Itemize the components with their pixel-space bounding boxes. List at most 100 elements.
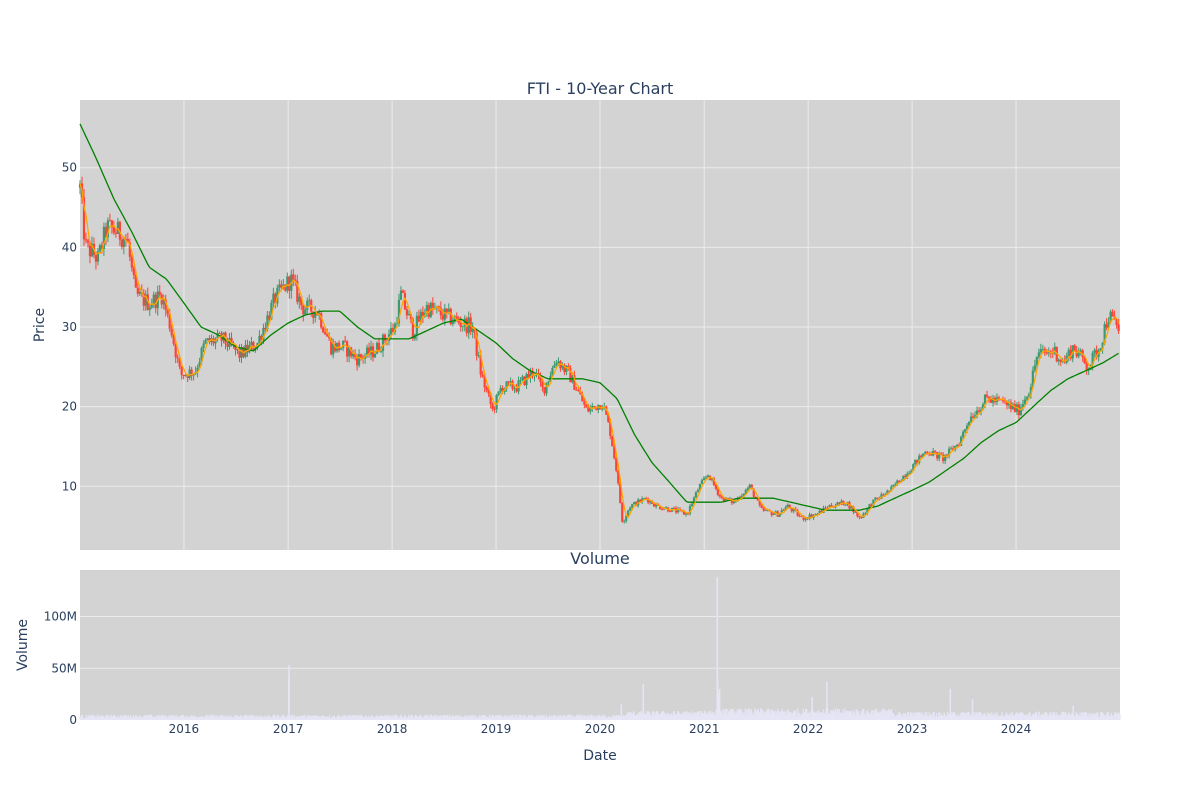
candle-body: [926, 451, 929, 454]
candle-body: [772, 513, 775, 516]
candle-body: [959, 436, 963, 446]
candle-body: [653, 503, 656, 507]
candle-body: [90, 243, 94, 257]
candle-body: [906, 473, 909, 477]
volume-bar: [853, 711, 856, 720]
volume-bar: [827, 708, 829, 720]
volume-bar: [1007, 714, 1009, 720]
candle-body: [874, 497, 877, 500]
candle-body: [762, 508, 765, 511]
volume-bar: [604, 715, 606, 720]
candle-body: [852, 506, 855, 513]
candle-body: [350, 347, 353, 357]
volume-bar: [1046, 713, 1048, 720]
volume-bar: [872, 709, 874, 720]
volume-bar: [515, 714, 517, 720]
volume-bar: [257, 716, 259, 720]
volume-bar: [331, 716, 333, 720]
candle-body: [922, 453, 925, 457]
candle-body: [395, 323, 399, 325]
volume-spike-bar: [1072, 705, 1075, 720]
candle-body: [505, 381, 508, 389]
candle-body: [451, 321, 454, 325]
candle-body: [497, 391, 500, 395]
volume-bar: [691, 711, 693, 720]
volume-bar: [183, 715, 185, 720]
volume-grid: [80, 616, 1120, 669]
candle-body: [1095, 349, 1098, 357]
x-tick-label: 2021: [689, 722, 720, 736]
candle-body: [840, 500, 843, 504]
volume-bar: [767, 708, 769, 720]
candle-body: [764, 510, 767, 511]
candle-body: [700, 480, 704, 485]
candle-body: [509, 381, 512, 383]
volume-bar: [905, 713, 907, 720]
volume-bar: [594, 715, 596, 720]
volume-bar: [808, 711, 811, 720]
volume-bar: [418, 715, 421, 720]
candle-body: [148, 307, 151, 310]
volume-bar: [835, 708, 837, 720]
candle-body: [870, 504, 873, 507]
volume-bar: [517, 714, 519, 720]
volume-bar: [396, 715, 398, 720]
candle-body: [457, 318, 460, 323]
candle-body: [924, 451, 927, 454]
candle-body: [660, 509, 664, 510]
candle-body: [916, 459, 919, 464]
volume-bar: [748, 708, 750, 720]
candle-body: [389, 328, 393, 335]
candle-body: [593, 406, 596, 407]
volume-spike-bar: [971, 699, 974, 720]
candle-body: [682, 511, 686, 515]
candle-body: [629, 507, 632, 511]
candle-body: [1073, 345, 1076, 351]
candle-body: [332, 343, 335, 355]
candle-body: [539, 375, 542, 383]
candle-body: [491, 404, 494, 410]
volume-bar: [273, 714, 275, 720]
candle-body: [633, 502, 636, 505]
candle-body: [619, 483, 622, 503]
candle-body: [126, 238, 129, 243]
candle-body: [322, 327, 325, 333]
candle-body: [684, 513, 688, 515]
volume-bar: [248, 715, 250, 720]
candle-body: [286, 276, 289, 291]
volume-bar: [482, 715, 484, 720]
volume-bar: [471, 715, 473, 720]
volume-spike-bar: [642, 683, 645, 720]
candle-body: [963, 429, 967, 432]
candle-body: [609, 421, 612, 436]
candle-body: [443, 308, 446, 320]
volume-bar: [294, 715, 296, 720]
volume-plot-area: [80, 570, 1120, 720]
candle-body: [278, 284, 281, 288]
candle-body: [112, 227, 115, 233]
price-axis-title: Price: [32, 308, 48, 342]
volume-bar: [876, 712, 878, 720]
volume-bar: [283, 716, 286, 720]
volume-bar: [858, 712, 860, 720]
volume-bar: [181, 715, 183, 720]
candle-body: [543, 387, 546, 394]
candle-body: [260, 335, 263, 341]
candle-body: [463, 318, 466, 327]
volume-bar: [713, 711, 715, 720]
volume-bar: [1094, 714, 1096, 720]
volume-spike-bar: [287, 677, 290, 720]
candle-body: [639, 499, 642, 503]
candle-body: [647, 498, 650, 503]
candle-body: [1099, 348, 1102, 351]
candle-body: [752, 488, 755, 497]
candle-body: [973, 415, 977, 419]
candle-body: [455, 316, 458, 319]
volume-bar: [139, 715, 141, 720]
volume-bar: [961, 712, 963, 720]
volume-bar: [647, 712, 649, 720]
volume-bar: [348, 715, 350, 720]
volume-bar: [822, 709, 824, 720]
candle-body: [950, 448, 953, 450]
candle-body: [346, 341, 349, 357]
